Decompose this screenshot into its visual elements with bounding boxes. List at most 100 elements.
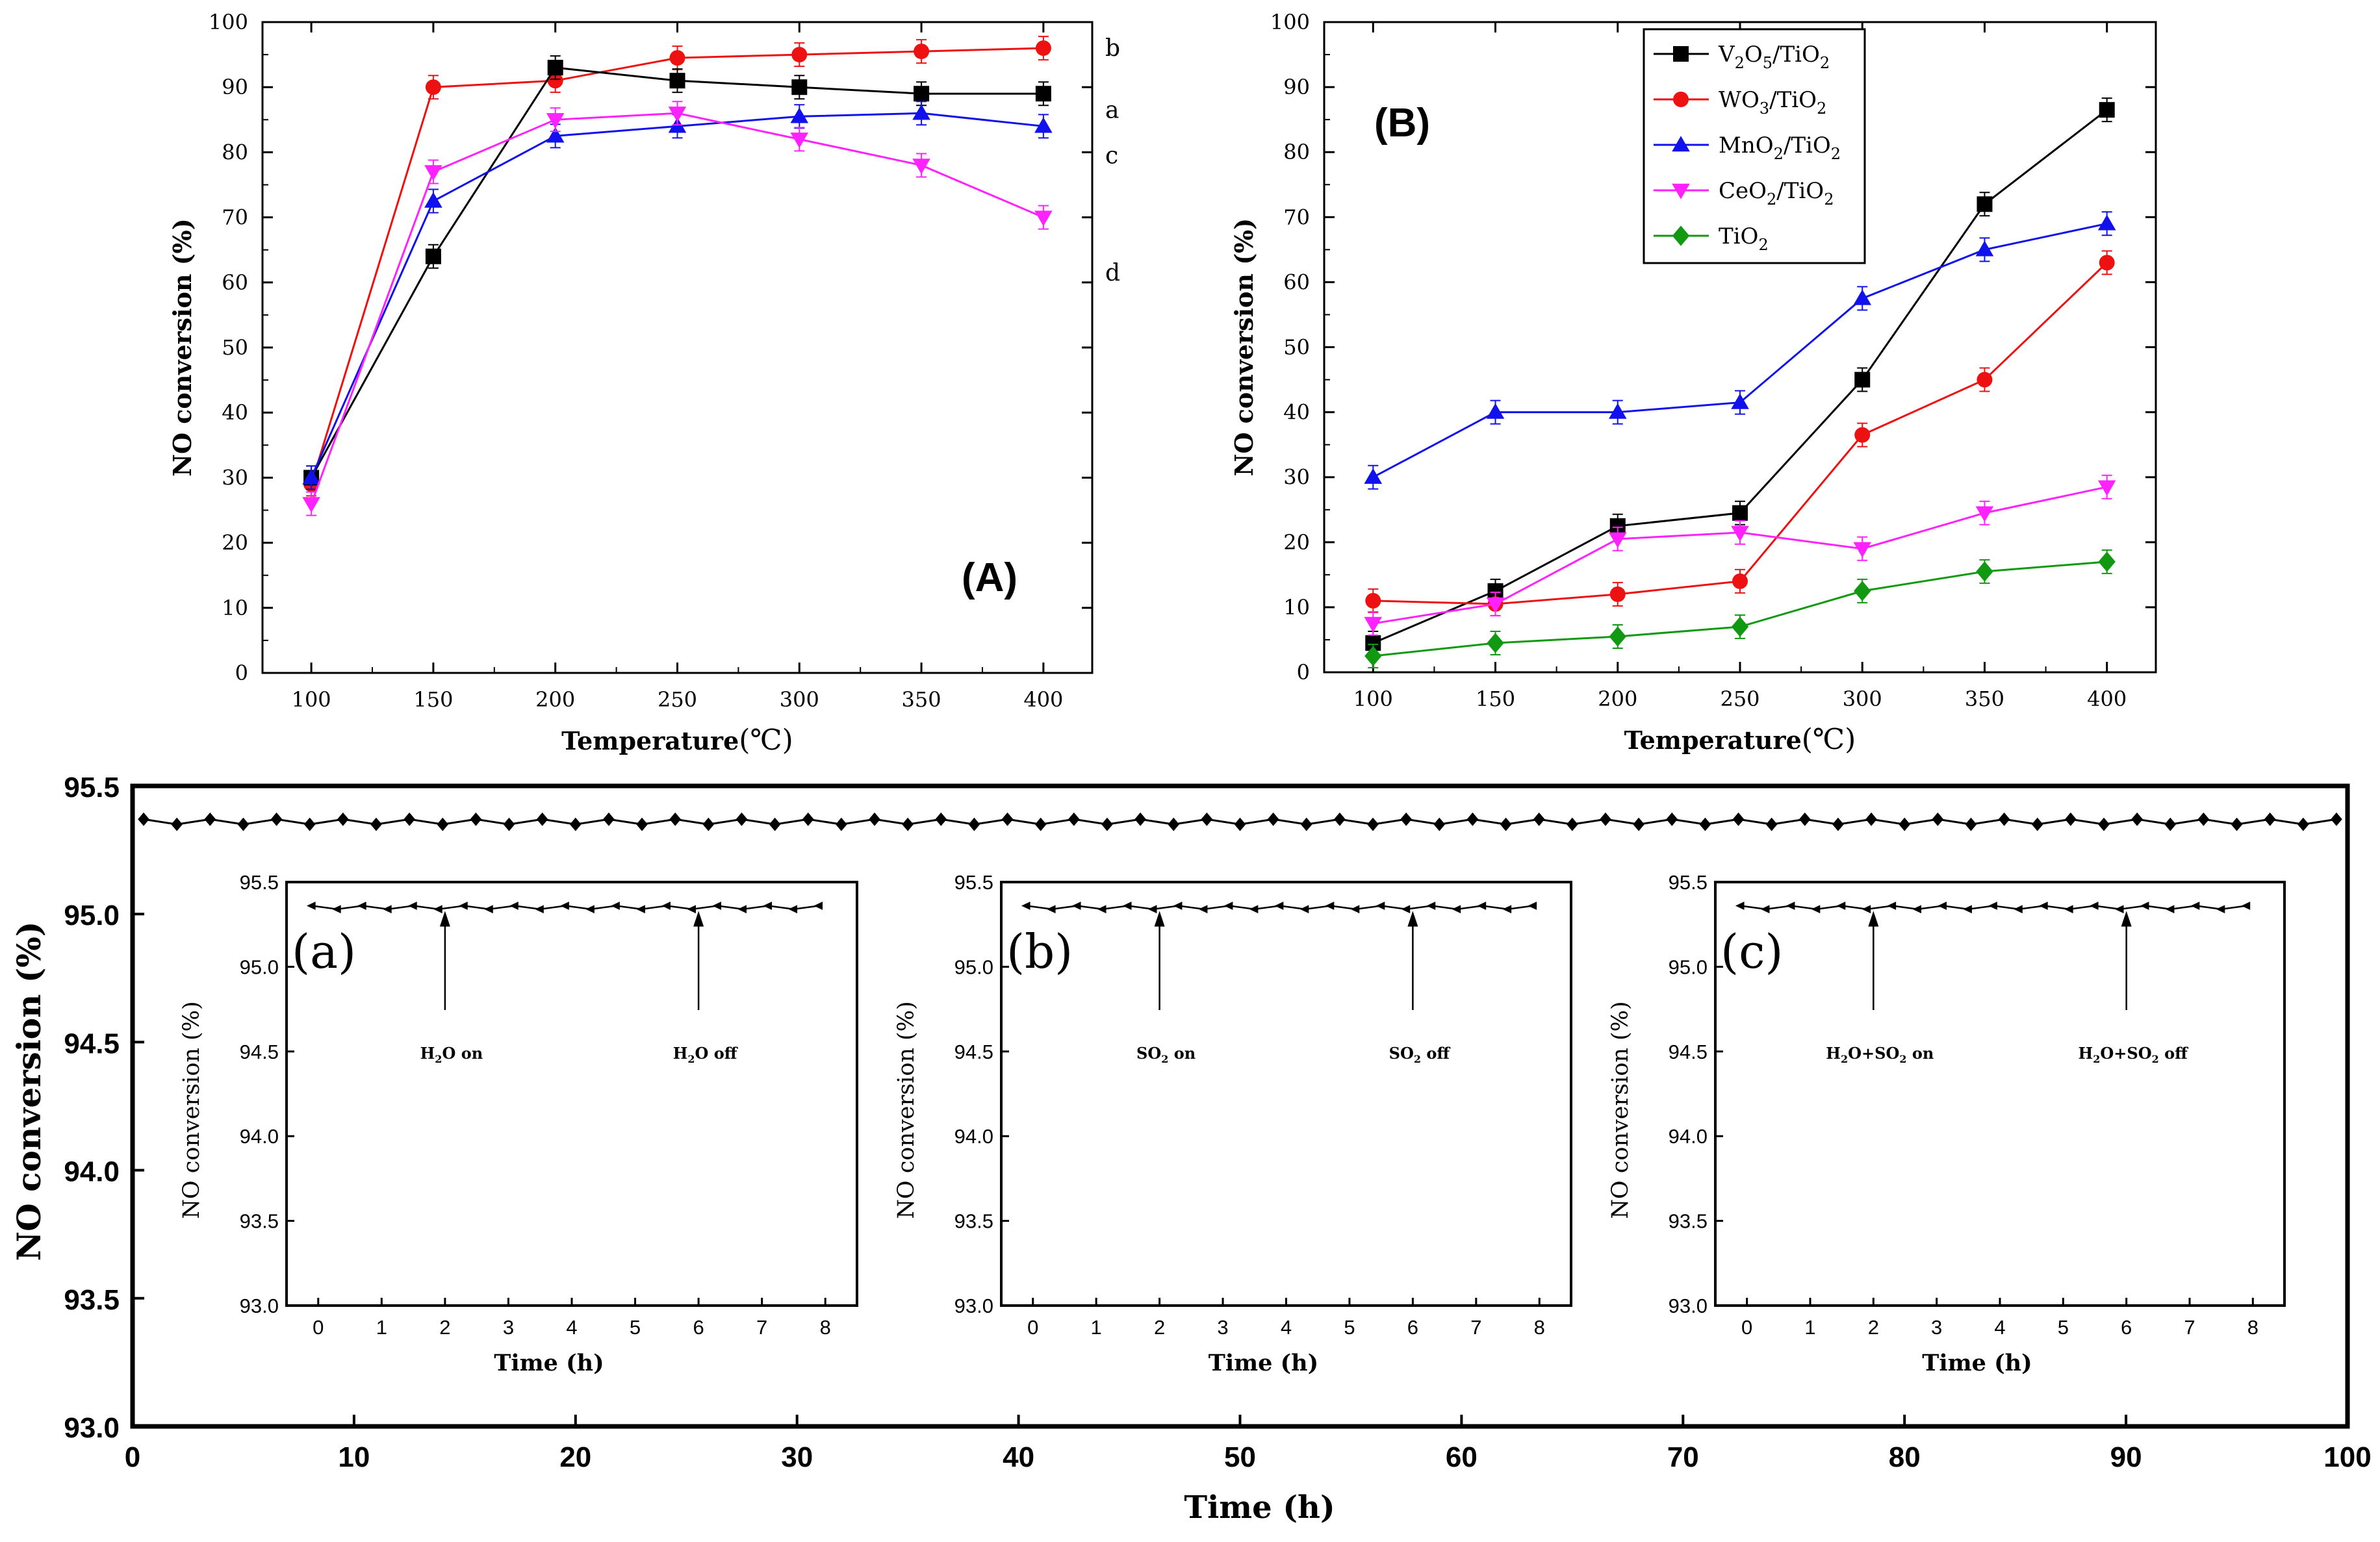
- y-tick-label: 94.5: [954, 1041, 993, 1063]
- data-point: [1249, 905, 1259, 914]
- annotation-arrowhead: [1407, 911, 1418, 927]
- data-point: [2090, 902, 2099, 910]
- data-point: [425, 248, 441, 264]
- x-axis-title: Temperature(℃): [1624, 723, 1856, 756]
- data-point: [1608, 403, 1627, 419]
- data-point: [470, 812, 482, 826]
- x-axis-title: Temperature(℃): [561, 724, 793, 757]
- data-point: [1731, 525, 1749, 542]
- data-point: [1976, 561, 1993, 582]
- data-point: [1035, 40, 1051, 57]
- x-tick-label: 400: [2087, 687, 2127, 711]
- data-point: [1760, 905, 1770, 914]
- data-point: [1168, 817, 1180, 831]
- data-point: [1234, 817, 1246, 831]
- curve-label: a: [1105, 97, 1119, 123]
- data-point: [1101, 817, 1113, 831]
- x-tick-label: 10: [338, 1441, 370, 1473]
- x-tick-label: 350: [902, 687, 941, 712]
- data-point: [788, 905, 798, 914]
- data-point: [1433, 817, 1446, 831]
- y-tick-label: 80: [222, 140, 248, 164]
- x-tick-label: 1: [376, 1316, 387, 1339]
- annotation-arrowhead: [439, 911, 450, 927]
- y-tick-label: 93.0: [240, 1295, 279, 1317]
- x-tick-label: 60: [1446, 1441, 1478, 1473]
- data-point: [1071, 902, 1081, 910]
- data-point: [1600, 812, 1611, 826]
- data-point: [1699, 817, 1711, 831]
- x-tick-label: 3: [503, 1316, 514, 1339]
- annotation-label: H2O off: [673, 1044, 738, 1065]
- curve-label: b: [1105, 35, 1120, 62]
- x-axis-title: Time (h): [1922, 1350, 2032, 1376]
- series-line: [310, 112, 1044, 504]
- series-mno2-tio2: [1364, 211, 2116, 490]
- y-tick-label: 80: [1283, 140, 1310, 164]
- x-tick-label: 6: [693, 1316, 704, 1339]
- series-no-conversion: [138, 812, 2342, 831]
- x-tick-label: 100: [2323, 1441, 2371, 1473]
- series-ceo2-tio2: [1364, 474, 2116, 636]
- y-tick-label: 50: [222, 335, 248, 360]
- x-tick-label: 1: [1804, 1316, 1815, 1339]
- data-point: [2031, 817, 2043, 831]
- series-d: [302, 101, 1053, 516]
- data-point: [337, 812, 349, 826]
- panel-label: (b): [1006, 924, 1073, 979]
- x-tick-label: 70: [1667, 1441, 1699, 1473]
- data-point: [302, 497, 320, 513]
- data-point: [2065, 812, 2077, 826]
- data-point: [769, 817, 781, 831]
- data-point: [1975, 240, 1994, 257]
- data-point: [535, 905, 544, 914]
- data-point: [968, 817, 980, 831]
- data-point: [1021, 902, 1030, 910]
- data-point: [1364, 616, 1383, 633]
- data-point: [1034, 210, 1053, 227]
- data-point: [611, 902, 620, 910]
- series-no-conversion: [307, 902, 823, 914]
- data-point: [1853, 289, 1872, 305]
- data-point: [1364, 646, 1382, 666]
- data-point: [2231, 817, 2243, 831]
- x-tick-label: 50: [1224, 1441, 1256, 1473]
- data-point: [2097, 480, 2116, 496]
- x-tick-label: 350: [1965, 687, 2004, 711]
- data-point: [1477, 902, 1487, 910]
- x-tick-label: 4: [1281, 1316, 1292, 1339]
- gas-annotation: H2O off: [673, 911, 738, 1065]
- y-axis-title: NO conversion (%): [1607, 1001, 1633, 1219]
- data-point: [791, 79, 808, 95]
- data-point: [790, 133, 809, 149]
- data-point: [669, 50, 685, 66]
- data-point: [1267, 812, 1279, 826]
- panel-label: (a): [292, 924, 356, 979]
- data-point: [603, 812, 615, 826]
- y-tick-label: 95.0: [954, 955, 993, 978]
- data-point: [1963, 905, 1972, 914]
- data-point: [1035, 86, 1051, 102]
- series-tio2: [1364, 549, 2116, 668]
- y-axis-title: NO conversion (%): [10, 921, 48, 1261]
- x-tick-label: 20: [559, 1441, 591, 1473]
- data-point: [1533, 812, 1545, 826]
- gas-annotation: H2O on: [420, 911, 483, 1065]
- data-point: [171, 817, 183, 831]
- data-point: [459, 902, 468, 910]
- x-tick-label: 7: [756, 1316, 767, 1339]
- data-point: [1731, 616, 1749, 637]
- data-point: [546, 113, 565, 129]
- data-point: [302, 468, 320, 485]
- data-point: [1299, 905, 1309, 914]
- x-tick-label: 5: [1344, 1316, 1355, 1339]
- y-tick-label: 94.5: [1669, 1041, 1708, 1063]
- y-tick-label: 30: [222, 465, 248, 490]
- data-point: [2039, 902, 2048, 910]
- x-tick-label: 7: [2184, 1316, 2195, 1339]
- x-tick-label: 100: [292, 687, 331, 712]
- data-point: [1487, 633, 1504, 653]
- data-point: [668, 107, 687, 123]
- legend-entry: TiO2​: [1719, 223, 1769, 254]
